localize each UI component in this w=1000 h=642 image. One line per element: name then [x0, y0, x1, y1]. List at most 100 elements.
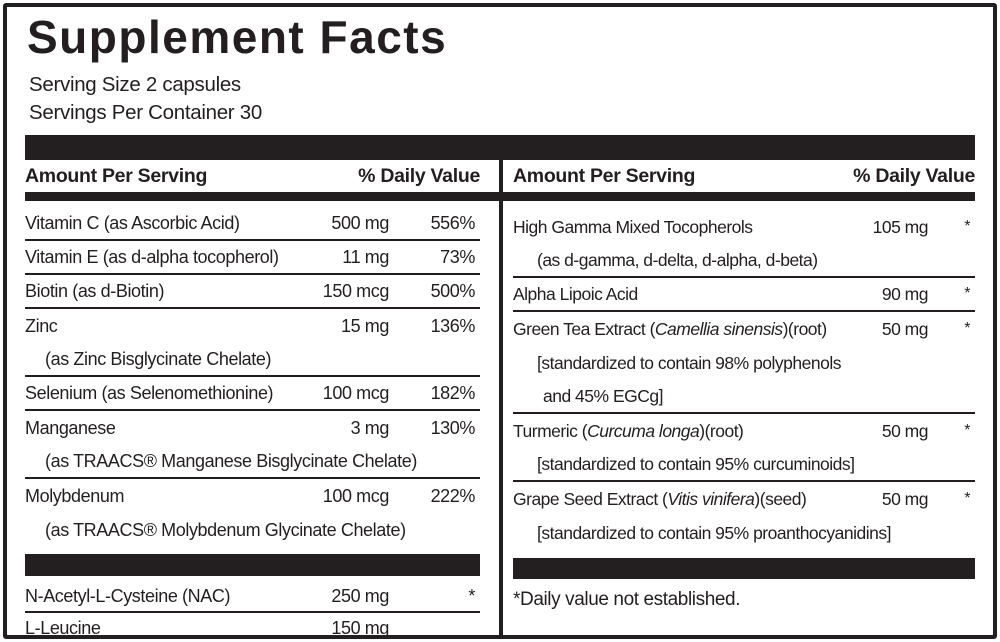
left-column: Vitamin C (as Ascorbic Acid) 500 mg 556%… [25, 201, 480, 638]
table-row: (as d-gamma, d-delta, d-alpha, d-beta) [513, 244, 975, 278]
ingredient-columns: Vitamin C (as Ascorbic Acid) 500 mg 556%… [25, 201, 975, 638]
ingredient-name: L-Leucine [25, 618, 101, 638]
amount-value: 100 mcg [322, 485, 390, 506]
amount-value: 100 mcg [322, 382, 390, 403]
ingredient-subtext: [standardized to contain 98% polyphenols [537, 352, 841, 373]
ingredient-name: Zinc [25, 315, 58, 336]
page-title: Supplement Facts [27, 11, 448, 63]
table-row: [standardized to contain 95% curcuminoid… [513, 448, 975, 482]
ingredient-name: Molybdenum [25, 485, 125, 506]
table-row: Green Tea Extract (Camellia sinensis)(ro… [513, 312, 975, 346]
table-row: (as TRAACS® Molybdenum Glycinate Chelate… [25, 513, 480, 547]
column-gap [480, 201, 513, 635]
amount-value: 11 mg [342, 246, 389, 267]
table-row: Zinc 15 mg 136% [25, 309, 480, 343]
name-text: Grape Seed Extract ( [513, 488, 668, 509]
daily-value-footnote: *Daily value not established. [513, 589, 741, 610]
daily-value: 556% [430, 212, 476, 233]
amount-per-serving-header: Amount Per Serving [25, 164, 208, 187]
table-row: Selenium (as Selenomethionine) 100 mcg 1… [25, 377, 480, 411]
right-column-header: Amount Per Serving % Daily Value [513, 165, 975, 188]
table-row: Grape Seed Extract (Vitis vinifera)(seed… [513, 482, 975, 516]
daily-value-header: % Daily Value [358, 164, 480, 187]
table-row: Vitamin E (as d-alpha tocopherol) 11 mg … [25, 241, 480, 275]
ingredient-name: High Gamma Mixed Tocopherols [513, 216, 753, 237]
ingredient-name: Vitamin C (as Ascorbic Acid) [25, 212, 240, 233]
amount-value: 150 mcg [322, 280, 390, 301]
amount-value: 250 mg [331, 586, 389, 606]
ingredient-name: Alpha Lipoic Acid [513, 283, 638, 304]
daily-value: 182% [430, 382, 476, 403]
botanical-name: Vitis vinifera [667, 488, 755, 509]
daily-value: 222% [430, 485, 476, 506]
name-text: Green Tea Extract ( [513, 318, 655, 339]
name-text: )(root) [782, 318, 828, 339]
section-bar-left [25, 554, 480, 576]
ingredient-name: Manganese [25, 417, 116, 438]
ingredient-subtext: [standardized to contain 95% curcuminoid… [537, 453, 855, 474]
daily-value: 500% [430, 280, 476, 301]
name-text: Turmeric ( [513, 420, 588, 441]
amount-value: 50 mg [881, 488, 929, 509]
ingredient-name: Biotin (as d-Biotin) [25, 280, 165, 301]
daily-value: * [964, 285, 970, 302]
serving-size: Serving Size 2 capsules [29, 73, 241, 96]
section-bar-right [513, 558, 975, 579]
servings-per-container: Servings Per Container 30 [29, 100, 262, 124]
daily-value: 136% [430, 315, 476, 336]
table-row: [standardized to contain 98% polyphenols [513, 346, 975, 380]
daily-value: 73% [440, 246, 475, 267]
amount-value: 150 mg [331, 618, 389, 638]
ingredient-name: N-Acetyl-L-Cysteine (NAC) [25, 586, 231, 606]
amount-value: 50 mg [881, 318, 929, 339]
table-row: Turmeric (Curcuma longa)(root) 50 mg * [513, 414, 975, 448]
table-row: N-Acetyl-L-Cysteine (NAC) 250 mg * [25, 582, 480, 613]
amount-value: 3 mg [350, 417, 390, 438]
section-bar-top [25, 135, 975, 160]
amount-value: 500 mg [331, 212, 389, 233]
left-column-header: Amount Per Serving % Daily Value [25, 165, 480, 188]
daily-value: * [964, 422, 970, 439]
right-column: High Gamma Mixed Tocopherols 105 mg * (a… [513, 201, 975, 635]
table-row: and 45% EGCg] [513, 380, 975, 414]
daily-value: * [468, 586, 475, 606]
daily-value: * [964, 490, 970, 507]
daily-value: 130% [430, 417, 476, 438]
table-row: (as TRAACS® Manganese Bisglycinate Chela… [25, 445, 480, 479]
ingredient-subtext: (as Zinc Bisglycinate Chelate) [45, 348, 272, 369]
amount-value: 15 mg [340, 315, 389, 336]
table-row: Manganese 3 mg 130% [25, 411, 480, 445]
table-row: Vitamin C (as Ascorbic Acid) 500 mg 556% [25, 207, 480, 241]
amount-value: 50 mg [881, 420, 929, 441]
daily-value: * [964, 218, 970, 235]
table-row: Molybdenum 100 mcg 222% [25, 479, 480, 513]
amount-value: 105 mg [872, 216, 929, 237]
ingredient-subtext: [standardized to contain 95% proanthocya… [537, 522, 891, 543]
amount-per-serving-header: Amount Per Serving [513, 164, 696, 187]
label-border-box: Supplement Facts Serving Size 2 capsules… [3, 3, 997, 639]
ingredient-subtext: (as d-gamma, d-delta, d-alpha, d-beta) [537, 249, 818, 270]
table-row: Alpha Lipoic Acid 90 mg * [513, 278, 975, 312]
table-row: High Gamma Mixed Tocopherols 105 mg * [513, 210, 975, 244]
table-row: L-Leucine 150 mg [25, 613, 480, 638]
botanical-name: Curcuma longa [587, 420, 700, 441]
ingredient-name: Green Tea Extract (Camellia sinensis)(ro… [513, 319, 843, 340]
ingredient-subtext: (as TRAACS® Manganese Bisglycinate Chela… [45, 450, 417, 471]
name-text: )(root) [699, 420, 744, 441]
daily-value-header: % Daily Value [853, 164, 975, 187]
column-headers: Amount Per Serving % Daily Value Amount … [25, 160, 975, 192]
serving-info: Serving Size 2 capsules Servings Per Con… [7, 63, 993, 126]
name-text: )(seed) [754, 488, 807, 509]
daily-value: * [964, 320, 970, 337]
table-row: [standardized to contain 95% proanthocya… [513, 516, 975, 550]
table-row: (as Zinc Bisglycinate Chelate) [25, 343, 480, 377]
ingredient-subtext: and 45% EGCg] [543, 385, 663, 406]
botanical-name: Camellia sinensis [654, 318, 783, 339]
ingredient-subtext: (as TRAACS® Molybdenum Glycinate Chelate… [45, 519, 406, 540]
ingredient-name: Grape Seed Extract (Vitis vinifera)(seed… [513, 489, 843, 510]
column-divider [499, 158, 503, 635]
ingredient-name: Vitamin E (as d-alpha tocopherol) [25, 246, 279, 267]
table-row: Biotin (as d-Biotin) 150 mcg 500% [25, 275, 480, 309]
amount-value: 90 mg [881, 283, 929, 304]
